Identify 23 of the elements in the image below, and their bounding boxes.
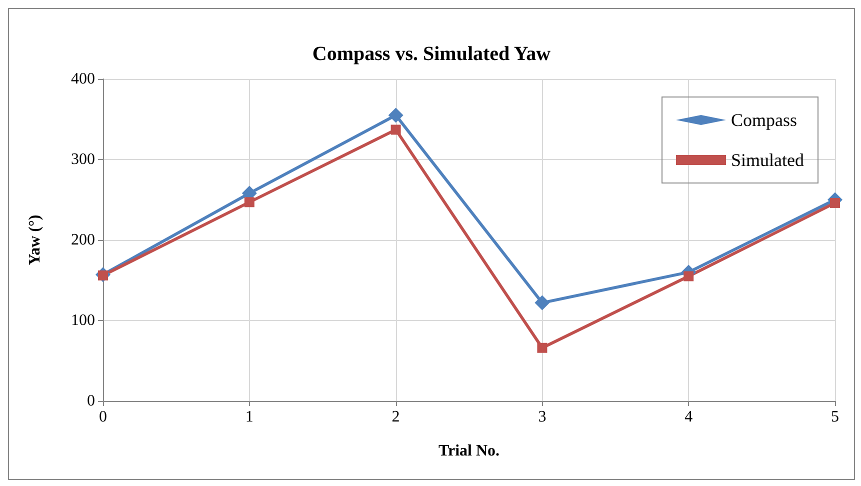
x-tick-label: 4 <box>684 408 693 426</box>
x-axis-title: Trial No. <box>438 442 500 460</box>
point <box>390 124 401 135</box>
point <box>830 198 840 208</box>
point <box>684 271 694 282</box>
point <box>537 342 548 353</box>
y-axis-title: Yaw (°) <box>26 214 44 266</box>
y-tick-label: 100 <box>71 312 95 329</box>
point <box>534 295 550 310</box>
y-tick-label: 200 <box>71 232 95 248</box>
x-tick-label: 2 <box>392 408 400 426</box>
legend-label: Simulated <box>731 150 804 170</box>
point <box>244 197 254 208</box>
chart-title: Compass vs. Simulated Yaw <box>312 43 552 65</box>
legend-label: Compass <box>731 110 798 130</box>
x-tick-label: 1 <box>245 408 254 426</box>
x-tick-label: 3 <box>538 408 546 426</box>
point <box>388 108 404 123</box>
y-tick-label: 0 <box>87 392 95 410</box>
y-tick-label: 300 <box>71 151 95 168</box>
x-tick-label: 5 <box>831 408 839 426</box>
x-tick-label: 0 <box>99 408 107 426</box>
y-tick-label: 400 <box>71 70 95 88</box>
